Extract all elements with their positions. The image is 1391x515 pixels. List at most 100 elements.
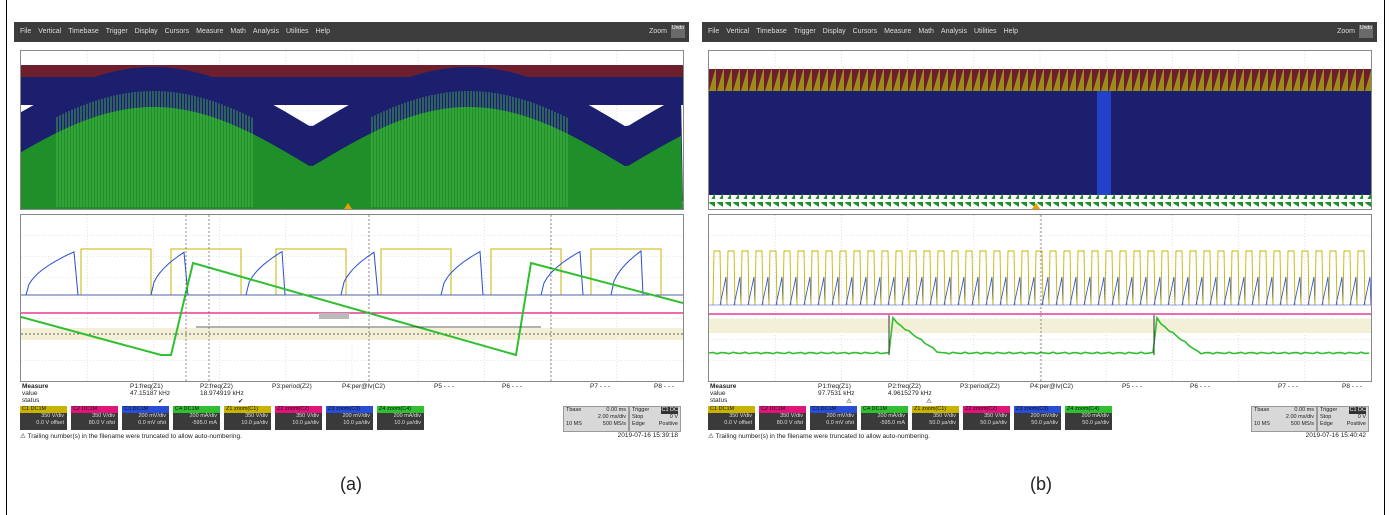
channel-box-c4[interactable]: C4 DC1M 200 mA/div -595.0 mA bbox=[173, 406, 220, 430]
channel-offset: 0.0 mV ofst bbox=[826, 420, 854, 426]
menu-measure[interactable]: Measure bbox=[196, 28, 224, 35]
c1-spike bbox=[1037, 67, 1044, 91]
timebase-box[interactable]: Tbase 0.00 ms 2.00 ms/div 10 MS 500 MS/s bbox=[1251, 406, 1317, 432]
menu-trigger[interactable]: Trigger bbox=[105, 28, 128, 35]
menu-analysis[interactable]: Analysis bbox=[940, 28, 967, 35]
menu-vertical[interactable]: Vertical bbox=[726, 28, 750, 35]
menu-help[interactable]: Help bbox=[315, 28, 330, 35]
menu-display[interactable]: Display bbox=[134, 28, 158, 35]
param-p7-name[interactable]: P7 - - - bbox=[1278, 383, 1298, 390]
c1-pulse bbox=[866, 250, 876, 306]
channel-box-c1[interactable]: C1 DC1M 350 V/div 0.0 V offset bbox=[20, 406, 67, 430]
channel-box-z4[interactable]: Z4 zoom(C4) 200 mA/div 50.0 µs/div bbox=[1065, 406, 1112, 430]
param-p5-name[interactable]: P5 - - - bbox=[434, 383, 454, 390]
menu-file[interactable]: File bbox=[708, 28, 720, 35]
channel-header: C4 DC1M bbox=[861, 406, 908, 413]
channel-header: Z3 zoom(C3) bbox=[1014, 406, 1061, 413]
c1-spike bbox=[917, 67, 924, 91]
timebase-box[interactable]: Tbase 0.00 ms 2.00 ms/div 10 MS 500 MS/s bbox=[563, 406, 629, 432]
menu-cursors[interactable]: Cursors bbox=[852, 28, 878, 35]
c1-spike bbox=[925, 67, 932, 91]
param-p4-name[interactable]: P4:per@lv(C2) bbox=[342, 383, 386, 390]
menu-utilities[interactable]: Utilities bbox=[286, 28, 309, 35]
param-p1-name[interactable]: P1:freq(Z1) bbox=[130, 383, 163, 390]
menu-file[interactable]: File bbox=[20, 28, 32, 35]
param-p7-name[interactable]: P7 - - - bbox=[590, 383, 610, 390]
menu-vertical[interactable]: Vertical bbox=[38, 28, 62, 35]
c1-pulse bbox=[1132, 250, 1142, 306]
param-p2-name[interactable]: P2:freq(Z2) bbox=[200, 383, 233, 390]
trigger-mode: C1 DC bbox=[1349, 407, 1366, 414]
trigger-level: 0 V bbox=[1357, 414, 1366, 420]
overview-waveform-grid[interactable] bbox=[708, 50, 1372, 210]
overview-waveform-grid[interactable] bbox=[20, 50, 684, 210]
c1-pulse bbox=[1230, 250, 1240, 306]
channel-header: C1 DC1M bbox=[20, 406, 67, 413]
channel-box-c3[interactable]: C3 DC1M 200 mV/div 0.0 mV ofst bbox=[122, 406, 169, 430]
menu-timebase[interactable]: Timebase bbox=[68, 28, 99, 35]
c1-pulse bbox=[490, 248, 562, 295]
channel-scale: 200 mV/div bbox=[826, 413, 854, 419]
c3-ramp bbox=[901, 276, 910, 306]
undo-button[interactable]: Undo bbox=[1359, 25, 1373, 38]
channel-scale: 350 V/div bbox=[245, 413, 268, 419]
param-p1-name[interactable]: P1:freq(Z1) bbox=[818, 383, 851, 390]
menu-measure[interactable]: Measure bbox=[884, 28, 912, 35]
channel-box-z4[interactable]: Z4 zoom(C4) 200 mA/div 10.0 µs/div bbox=[377, 406, 424, 430]
c3-ramp bbox=[747, 276, 756, 306]
zoom-waveform-grid[interactable] bbox=[708, 214, 1372, 382]
channel-box-z3[interactable]: Z3 zoom(C3) 200 mV/div 10.0 µs/div bbox=[326, 406, 373, 430]
menu-display[interactable]: Display bbox=[822, 28, 846, 35]
menu-analysis[interactable]: Analysis bbox=[252, 28, 279, 35]
c1-pulse bbox=[1356, 250, 1366, 306]
timebase-rate: 500 MS/s bbox=[1290, 421, 1314, 427]
channel-scale: 350 V/div bbox=[41, 413, 64, 419]
param-p2-status: ✔ bbox=[238, 398, 244, 405]
channel-box-z2[interactable]: Z2 zoom(C2) 350 V/div 10.0 µs/div bbox=[275, 406, 322, 430]
menu-math[interactable]: Math bbox=[918, 28, 934, 35]
c1-spike bbox=[1093, 67, 1100, 91]
zoom-waveform-grid[interactable] bbox=[20, 214, 684, 382]
menu-timebase[interactable]: Timebase bbox=[756, 28, 787, 35]
channel-box-c4[interactable]: C4 DC1M 200 mA/div -595.0 mA bbox=[861, 406, 908, 430]
c1-pulse bbox=[1104, 250, 1114, 306]
channel-box-z3[interactable]: Z3 zoom(C3) 200 mV/div 50.0 µs/div bbox=[1014, 406, 1061, 430]
param-p3-name[interactable]: P3:period(Z2) bbox=[272, 383, 312, 390]
channel-header: Z2 zoom(C2) bbox=[963, 406, 1010, 413]
c3-ramp bbox=[1363, 276, 1371, 306]
param-p3-name[interactable]: P3:period(Z2) bbox=[960, 383, 1000, 390]
undo-button[interactable]: Undo bbox=[671, 25, 685, 38]
c1-spike bbox=[1173, 67, 1180, 91]
channel-box-c3[interactable]: C3 DC1M 200 mV/div 0.0 mV ofst bbox=[810, 406, 857, 430]
menu-bar: File Vertical Timebase Trigger Display Cursor… bbox=[14, 22, 689, 42]
trigger-box[interactable]: Trigger C1 DC Stop 0 V Edge Positive bbox=[1317, 406, 1369, 432]
param-p5-name[interactable]: P5 - - - bbox=[1122, 383, 1142, 390]
c1-pulse bbox=[922, 250, 932, 306]
c1-spike bbox=[717, 67, 724, 91]
channel-box-z2[interactable]: Z2 zoom(C2) 350 V/div 50.0 µs/div bbox=[963, 406, 1010, 430]
channel-box-c1[interactable]: C1 DC1M 350 V/div 0.0 V offset bbox=[708, 406, 755, 430]
c1-spike bbox=[757, 67, 764, 91]
timebase-offset: 0.00 ms bbox=[606, 407, 626, 413]
channel-box-c2[interactable]: C2 DC1M 350 V/div 80.0 V ofst bbox=[759, 406, 806, 430]
zoom-button[interactable]: Zoom bbox=[649, 28, 667, 35]
channel-box-z1[interactable]: Z1 zoom(C1) 350 V/div 10.0 µs/div bbox=[224, 406, 271, 430]
param-p8-name[interactable]: P8 - - - bbox=[1342, 383, 1362, 390]
channel-box-z1[interactable]: Z1 zoom(C1) 350 V/div 50.0 µs/div bbox=[912, 406, 959, 430]
menu-cursors[interactable]: Cursors bbox=[164, 28, 190, 35]
menu-trigger[interactable]: Trigger bbox=[793, 28, 816, 35]
c1-spike bbox=[789, 67, 796, 91]
param-p6-name[interactable]: P6 - - - bbox=[502, 383, 522, 390]
menu-help[interactable]: Help bbox=[1003, 28, 1018, 35]
zoom-button[interactable]: Zoom bbox=[1337, 28, 1355, 35]
c1-spike bbox=[1029, 67, 1036, 91]
param-p6-name[interactable]: P6 - - - bbox=[1190, 383, 1210, 390]
param-p4-name[interactable]: P4:per@lv(C2) bbox=[1030, 383, 1074, 390]
channel-box-c2[interactable]: C2 DC1M 350 V/div 80.0 V ofst bbox=[71, 406, 118, 430]
menu-math[interactable]: Math bbox=[230, 28, 246, 35]
menu-utilities[interactable]: Utilities bbox=[974, 28, 997, 35]
param-p2-name[interactable]: P2:freq(Z2) bbox=[888, 383, 921, 390]
trigger-box[interactable]: Trigger C1 DC Stop 0 V Edge Positive bbox=[629, 406, 681, 432]
c1-spike bbox=[709, 67, 716, 91]
param-p8-name[interactable]: P8 - - - bbox=[654, 383, 674, 390]
